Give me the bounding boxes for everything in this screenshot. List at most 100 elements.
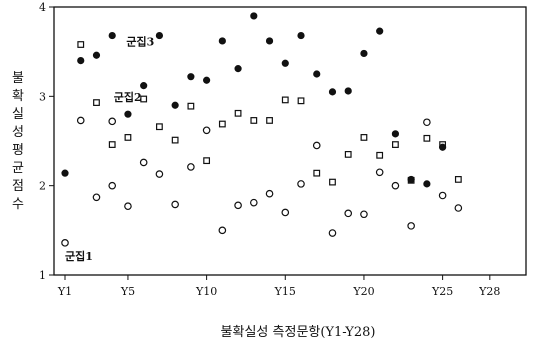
data-point — [423, 180, 431, 188]
data-points — [61, 12, 463, 247]
data-point — [391, 130, 400, 138]
series-1 — [61, 116, 463, 247]
cluster-label-3: 군집3 — [126, 34, 154, 48]
data-point — [328, 229, 337, 237]
data-point — [61, 169, 69, 177]
data-point — [438, 191, 447, 200]
data-point — [108, 117, 117, 126]
data-point — [297, 97, 305, 105]
data-point — [297, 31, 305, 40]
data-point — [266, 117, 273, 124]
data-point — [376, 151, 384, 159]
x-tick-label: Y5 — [120, 285, 135, 298]
data-point — [344, 87, 352, 95]
data-point — [203, 157, 211, 165]
series-2 — [77, 41, 462, 186]
data-point — [187, 73, 195, 81]
data-point — [155, 31, 164, 40]
data-point — [265, 37, 274, 45]
data-point — [281, 59, 289, 67]
data-point — [329, 178, 336, 186]
data-point — [202, 126, 211, 135]
data-point — [108, 31, 116, 40]
data-point — [203, 76, 211, 84]
y-tick-label: 2 — [39, 180, 46, 193]
y-tick-label: 3 — [39, 90, 46, 103]
cluster-label-2: 군집2 — [114, 90, 142, 104]
data-point — [454, 204, 463, 212]
data-point — [139, 158, 148, 167]
data-point — [407, 175, 415, 184]
data-point — [391, 181, 400, 190]
data-point — [171, 101, 179, 109]
data-point — [328, 88, 337, 96]
data-point — [234, 65, 242, 73]
data-point — [439, 143, 447, 151]
data-point — [77, 41, 85, 48]
data-point — [265, 189, 274, 198]
series-3 — [61, 12, 447, 188]
data-point — [108, 141, 116, 148]
x-tick-label: Y20 — [352, 285, 374, 298]
data-point — [124, 134, 132, 141]
data-point — [407, 222, 415, 230]
data-point — [76, 116, 85, 125]
data-point — [218, 120, 226, 128]
x-tick-label: Y10 — [195, 285, 217, 298]
data-point — [376, 27, 384, 35]
cluster-labels: 군집1 군집2 군집3 — [65, 34, 154, 262]
data-point — [454, 176, 462, 183]
data-point — [250, 117, 258, 124]
data-point — [375, 168, 384, 177]
data-point — [187, 102, 195, 110]
data-point — [234, 201, 242, 210]
data-point — [140, 82, 148, 90]
data-point — [313, 169, 321, 177]
cluster-label-1: 군집1 — [65, 249, 93, 263]
data-point — [360, 49, 368, 58]
data-point — [124, 110, 132, 118]
data-point — [156, 123, 163, 131]
data-point — [171, 136, 179, 144]
data-point — [250, 12, 258, 20]
x-tick-label: Y1 — [57, 285, 72, 298]
x-axis-title: 불확실성 측정문항(Y1-Y28) — [221, 325, 376, 340]
data-point — [140, 95, 148, 103]
data-point — [360, 134, 368, 141]
x-tick-label: Y25 — [431, 285, 453, 298]
data-point — [423, 134, 431, 142]
x-tick-label: Y15 — [274, 285, 296, 298]
data-point — [155, 170, 164, 178]
data-point — [124, 202, 132, 211]
data-point — [423, 118, 431, 127]
y-axis-ticks: 1 2 3 4 — [39, 1, 54, 282]
data-point — [281, 96, 289, 104]
data-point — [281, 208, 290, 217]
data-point — [250, 198, 258, 207]
x-tick-label: Y28 — [478, 285, 500, 298]
plot-border — [53, 6, 527, 276]
data-point — [77, 56, 85, 65]
data-point — [344, 151, 352, 158]
data-point — [392, 141, 399, 148]
data-point — [93, 99, 100, 106]
data-point — [234, 109, 242, 117]
y-tick-label: 1 — [39, 269, 46, 282]
plot-frame — [53, 6, 527, 276]
data-point — [171, 200, 179, 209]
data-point — [187, 163, 195, 171]
data-point — [344, 209, 353, 218]
data-point — [360, 210, 368, 219]
data-point — [218, 37, 226, 45]
data-point — [92, 193, 101, 202]
data-point — [297, 180, 305, 188]
y-tick-label: 4 — [39, 1, 46, 14]
x-axis-ticks: Y1 Y5 Y10 Y15 Y20 Y25 Y28 — [57, 275, 500, 298]
data-point — [61, 239, 69, 247]
data-point — [312, 141, 321, 150]
data-point — [92, 51, 101, 59]
data-point — [313, 70, 321, 78]
data-point — [108, 181, 117, 190]
